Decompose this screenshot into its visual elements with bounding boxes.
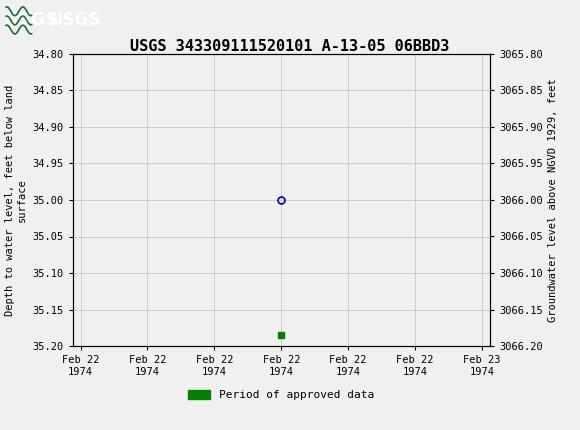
Text: USGS 343309111520101 A-13-05 06BBD3: USGS 343309111520101 A-13-05 06BBD3 <box>130 39 450 54</box>
Y-axis label: Groundwater level above NGVD 1929, feet: Groundwater level above NGVD 1929, feet <box>549 78 559 322</box>
Text: USGS: USGS <box>49 12 100 29</box>
Text: USGS: USGS <box>3 12 58 29</box>
Y-axis label: Depth to water level, feet below land
surface: Depth to water level, feet below land su… <box>5 84 27 316</box>
Legend: Period of approved data: Period of approved data <box>184 386 379 405</box>
